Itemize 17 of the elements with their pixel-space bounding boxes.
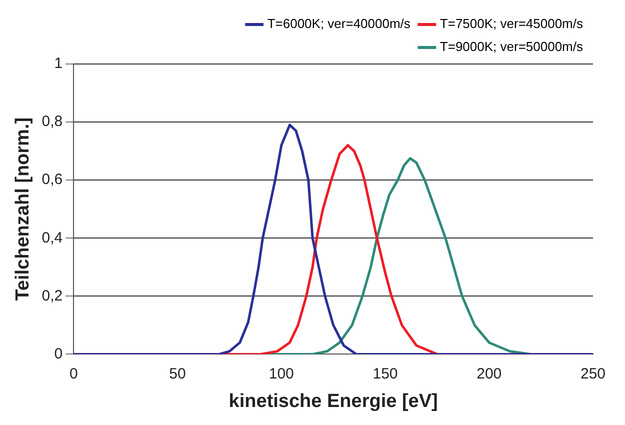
x-tick-label: 250 <box>580 365 606 382</box>
legend-label: T=9000K; ver=50000m/s <box>440 39 584 54</box>
y-tick-label: 0,2 <box>42 287 63 304</box>
y-axis-title: Teilchenzahl [norm.] <box>12 117 34 301</box>
y-tick-label: 0,6 <box>42 171 63 188</box>
y-tick-label: 0,8 <box>42 113 63 130</box>
x-tick-label: 0 <box>69 365 78 382</box>
legend-label: T=6000K; ver=40000m/s <box>267 16 411 32</box>
y-tick-label: 0,4 <box>42 229 63 246</box>
x-tick-label: 100 <box>268 365 294 382</box>
x-axis-title: kinetische Energie [eV] <box>228 390 438 412</box>
x-tick-label: 50 <box>169 365 186 382</box>
x-tick-label: 200 <box>476 365 502 382</box>
x-tick-label: 150 <box>372 365 398 382</box>
y-tick-label: 1 <box>54 55 63 72</box>
legend-label: T=7500K; ver=45000m/s <box>440 16 584 32</box>
y-tick-label: 0 <box>54 345 63 362</box>
